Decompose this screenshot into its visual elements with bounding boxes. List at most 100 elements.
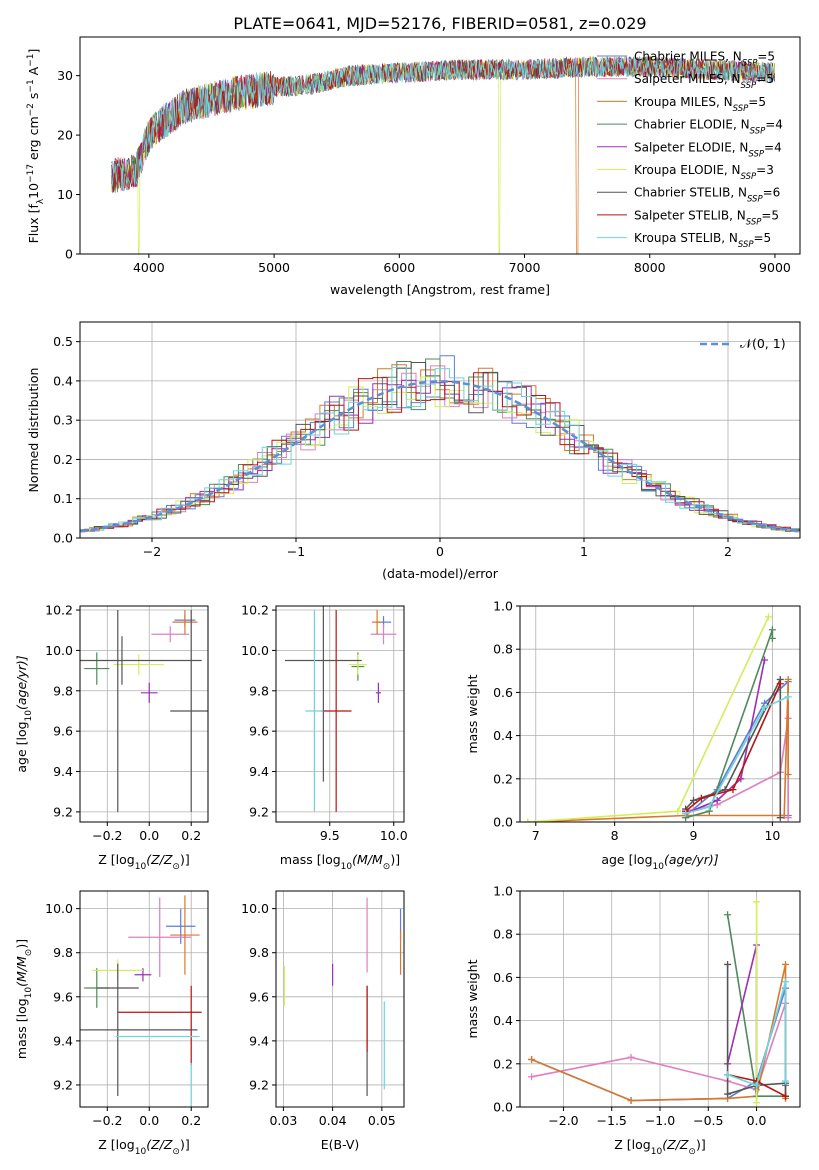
y-tick-label: 9.6 [53, 989, 73, 1004]
y-tick-label: 0.2 [53, 452, 73, 467]
y-axis-label: mass [log10(M/M⊙)] [14, 939, 34, 1059]
y-tick-label: 10.0 [241, 643, 269, 658]
y-tick-label: 9.2 [53, 1077, 73, 1092]
x-tick-label: 4000 [133, 260, 165, 275]
spectrum-line [110, 56, 776, 192]
axes-frame [79, 890, 209, 1108]
y-axis-label: Normed distribution [26, 368, 41, 493]
y-tick-label: 9.4 [53, 764, 73, 779]
y-tick-label: 9.4 [53, 1033, 73, 1048]
y-tick-label: 9.2 [53, 804, 73, 819]
y-tick-label: 10.0 [45, 901, 73, 916]
y-axis-label: mass weight [465, 674, 480, 753]
x-tick-label: 6000 [383, 260, 415, 275]
y-axis-label: Flux [fλ10−17 erg cm−2 s−1 A−1] [26, 49, 46, 244]
weight-marker [782, 960, 790, 968]
weight-marker [724, 911, 732, 919]
legend-label: Kroupa STELIB, NSSP=5 [634, 231, 771, 250]
x-tick-label: 7 [532, 828, 540, 843]
histogram-step [80, 362, 800, 533]
plot-area [524, 613, 792, 822]
weight-marker [768, 634, 776, 642]
plot-area [80, 355, 800, 534]
y-tick-label: 9.8 [53, 683, 73, 698]
spectrum-line [110, 56, 776, 193]
x-tick-label: −1.0 [645, 1113, 675, 1128]
x-tick-label: −0.2 [92, 828, 122, 843]
y-tick-label: 9.6 [53, 724, 73, 739]
y-tick-label: 9.6 [249, 724, 269, 739]
x-tick-label: 2 [724, 544, 732, 559]
weight-line [527, 679, 789, 822]
x-tick-label: −0.5 [693, 1113, 723, 1128]
y-tick-label: 0.4 [493, 1013, 513, 1028]
axes-frame [275, 605, 405, 823]
normal-curve [80, 380, 800, 533]
weight-marker [780, 812, 788, 820]
y-tick-label: 0.0 [493, 815, 513, 830]
legend-label: Chabrier ELODIE, NSSP=4 [634, 118, 783, 137]
y-tick-label: 9.6 [249, 989, 269, 1004]
axes-frame [519, 605, 801, 823]
legend-label: Salpeter STELIB, NSSP=5 [634, 208, 779, 227]
y-tick-label: 0 [65, 247, 73, 262]
panel-age-vs-Z: −0.2 0.0 0.2 9.2 9.4 9.6 9.8 10.0 10.2 Z [log10(Z… [14, 603, 209, 872]
panel-mass-vs-EBV: 0.03 0.04 0.05 9.2 9.4 9.6 9.8 10.0 E(B-V) [241, 890, 405, 1152]
weight-line [685, 659, 766, 815]
x-tick-label: 9.5 [320, 828, 340, 843]
x-tick-label: 0.2 [181, 828, 201, 843]
y-tick-label: 0.2 [493, 1056, 513, 1071]
x-tick-label: −1.5 [597, 1113, 627, 1128]
y-tick-label: 0.5 [53, 334, 73, 349]
weight-line [531, 987, 787, 1102]
x-tick-label: 0.04 [319, 1113, 347, 1128]
weight-marker [729, 786, 737, 794]
y-tick-label: 1.0 [493, 599, 513, 614]
y-tick-label: 0.3 [53, 413, 73, 428]
y-tick-label: 0.4 [493, 728, 513, 743]
x-tick-label: 0.0 [747, 1113, 767, 1128]
y-tick-label: 10.2 [45, 603, 73, 618]
weight-marker [784, 770, 792, 778]
y-tick-label: 0.1 [53, 491, 73, 506]
weight-marker [782, 978, 790, 986]
figure-title: PLATE=0641, MJD=52176, FIBERID=0581, z=0… [233, 14, 646, 33]
weight-marker [528, 1055, 536, 1063]
x-tick-label: 0.0 [139, 828, 159, 843]
y-tick-label: 0.8 [493, 642, 513, 657]
weight-marker [761, 704, 769, 712]
y-tick-label: 1.0 [493, 884, 513, 899]
weight-marker [753, 1081, 761, 1089]
weight-marker [674, 807, 682, 815]
legend-label: Chabrier MILES, NSSP=5 [634, 50, 775, 69]
weight-line [727, 981, 787, 1087]
weight-marker [782, 1092, 790, 1100]
plot-area [283, 897, 402, 1096]
y-tick-label: 0.0 [493, 1100, 513, 1115]
plot-area [80, 895, 202, 1107]
y-axis-label: age [log10(age/yr)] [14, 655, 34, 772]
legend-label: Chabrier STELIB, NSSP=6 [634, 186, 780, 205]
legend-label: Kroupa ELODIE, NSSP=3 [634, 163, 774, 182]
weight-marker [784, 814, 792, 822]
x-tick-label: −1 [287, 544, 305, 559]
legend-label: Salpeter MILES, NSSP=5 [634, 72, 774, 91]
plot-area [528, 898, 790, 1107]
weight-marker [761, 656, 769, 664]
x-tick-label: 9 [690, 828, 698, 843]
weight-marker [724, 1071, 732, 1079]
x-tick-label: 8000 [634, 260, 666, 275]
panel-weight-vs-Z: −2.0 −1.5 −1.0 −0.5 0.0 0.0 0.2 0.4 0.6 0.8 1.0 mas… [465, 884, 801, 1157]
weight-marker [753, 1099, 761, 1107]
panel-spectrum: 4000 5000 6000 7000 8000 9000 0 10 20 30 Chabrier … [26, 36, 801, 297]
legend-label: 𝒩(0, 1) [740, 336, 786, 351]
weight-marker [724, 1090, 732, 1098]
x-axis-label: wavelength [Angstrom, rest frame] [330, 282, 550, 297]
histogram-step [80, 367, 800, 532]
weight-marker [724, 960, 732, 968]
x-tick-label: −0.2 [92, 1113, 122, 1128]
axes-frame [275, 890, 405, 1108]
y-tick-label: 10.2 [241, 603, 269, 618]
x-tick-label: 0.2 [181, 1113, 201, 1128]
